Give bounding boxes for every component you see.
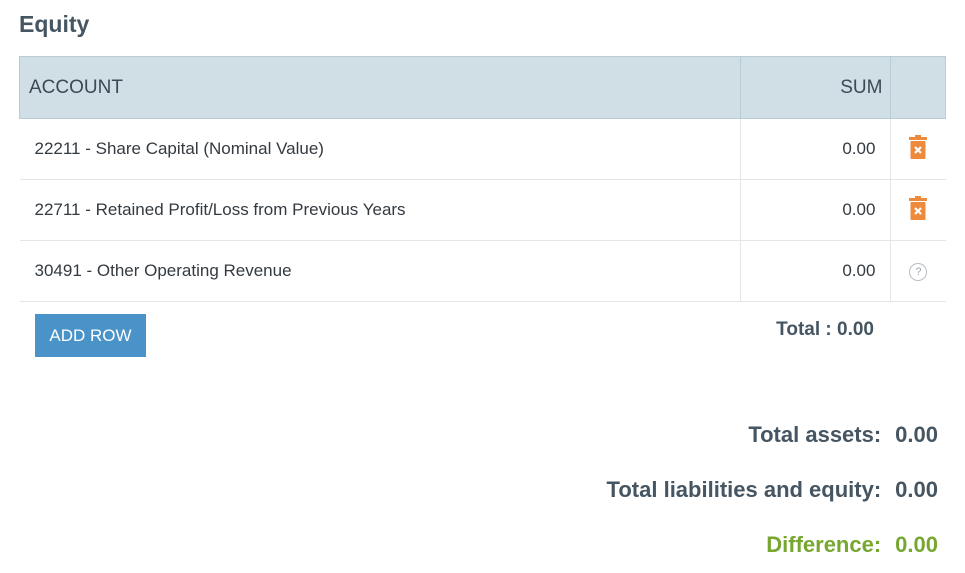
column-header-account: ACCOUNT	[18, 56, 741, 119]
sum-cell: 0.00	[740, 240, 891, 302]
total-liabilities-equity-row: Total liabilities and equity: 0.00	[607, 477, 938, 503]
table-row: 22711 - Retained Profit/Loss from Previo…	[19, 179, 946, 241]
trash-icon[interactable]	[909, 134, 928, 164]
sum-cell: 0.00	[740, 179, 891, 241]
difference-value: 0.00	[895, 532, 938, 557]
difference-row: Difference: 0.00	[766, 532, 938, 558]
equity-table: ACCOUNT SUM 22211 - Share Capital (Nomin…	[18, 56, 946, 302]
help-icon[interactable]: ?	[909, 262, 928, 281]
section-title: Equity	[19, 11, 90, 37]
column-header-sum: SUM	[740, 56, 891, 119]
action-cell: ?	[890, 240, 946, 302]
total-assets-value: 0.00	[895, 422, 938, 447]
table-row: 30491 - Other Operating Revenue 0.00 ?	[19, 240, 946, 302]
total-liabilities-equity-value: 0.00	[895, 477, 938, 502]
account-cell: 22711 - Retained Profit/Loss from Previo…	[19, 179, 741, 241]
difference-label: Difference:	[766, 532, 882, 557]
column-header-actions	[890, 56, 946, 119]
trash-icon[interactable]	[909, 195, 928, 225]
account-cell: 30491 - Other Operating Revenue	[19, 240, 741, 302]
table-total: Total : 0.00	[776, 319, 874, 340]
account-cell: 22211 - Share Capital (Nominal Value)	[19, 118, 741, 180]
total-liabilities-equity-label: Total liabilities and equity:	[606, 477, 882, 502]
table-header-row: ACCOUNT SUM	[18, 56, 946, 119]
action-cell	[890, 118, 946, 180]
total-assets-label: Total assets:	[748, 422, 882, 447]
sum-cell: 0.00	[740, 118, 891, 180]
add-row-button[interactable]: ADD ROW	[35, 314, 146, 357]
table-row: 22211 - Share Capital (Nominal Value) 0.…	[19, 118, 946, 180]
action-cell	[890, 179, 946, 241]
total-assets-row: Total assets: 0.00	[748, 422, 938, 448]
